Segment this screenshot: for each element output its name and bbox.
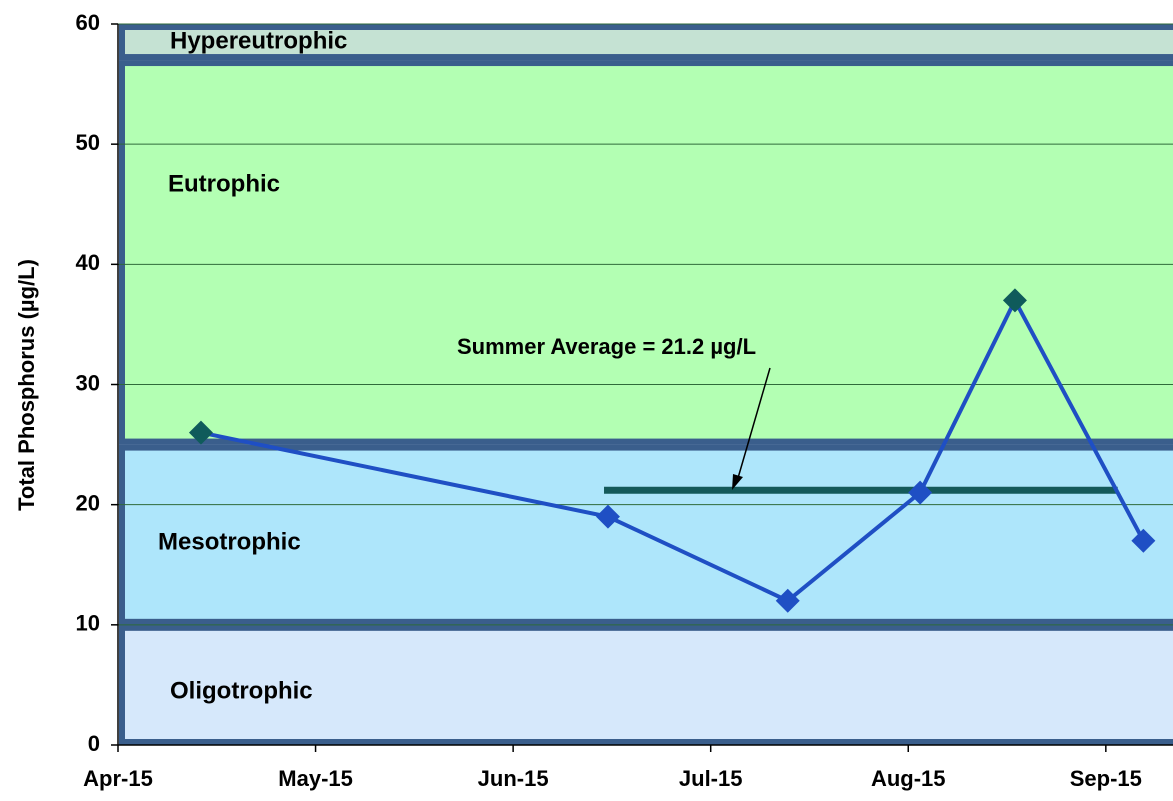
band-label: Oligotrophic — [170, 677, 313, 704]
annotation-arrow — [737, 367, 771, 479]
band — [119, 624, 1173, 745]
y-tick-label: 10 — [76, 611, 100, 636]
y-tick-label: 0 — [88, 731, 100, 756]
data-line — [200, 296, 1146, 604]
band — [119, 60, 1173, 445]
x-tick-label: Sep-15 — [1070, 766, 1142, 791]
band-label: Mesotrophic — [158, 528, 301, 555]
data-point — [1131, 528, 1156, 553]
data-point — [1002, 288, 1027, 313]
band-label: Eutrophic — [168, 170, 280, 197]
data-point — [595, 504, 620, 529]
band-label: Hypereutrophic — [170, 27, 347, 54]
x-tick-label: Jul-15 — [679, 766, 743, 791]
y-tick-label: 40 — [76, 250, 100, 275]
x-tick-label: Jun-15 — [478, 766, 549, 791]
y-axis-label: Total Phosphorus (µg/L) — [14, 259, 39, 511]
x-tick-label: May-15 — [278, 766, 353, 791]
annotation-arrowhead — [732, 474, 743, 490]
annotation: Summer Average = 21.2 µg/L — [457, 334, 756, 359]
band — [119, 24, 1173, 61]
y-tick-label: 50 — [76, 130, 100, 155]
y-tick-label: 30 — [76, 370, 100, 395]
y-tick-label: 20 — [76, 490, 100, 515]
x-tick-label: Apr-15 — [83, 766, 153, 791]
data-point — [908, 480, 933, 505]
y-tick-label: 60 — [76, 10, 100, 35]
x-tick-label: Aug-15 — [871, 766, 946, 791]
data-point — [775, 588, 800, 613]
data-point — [188, 420, 213, 445]
